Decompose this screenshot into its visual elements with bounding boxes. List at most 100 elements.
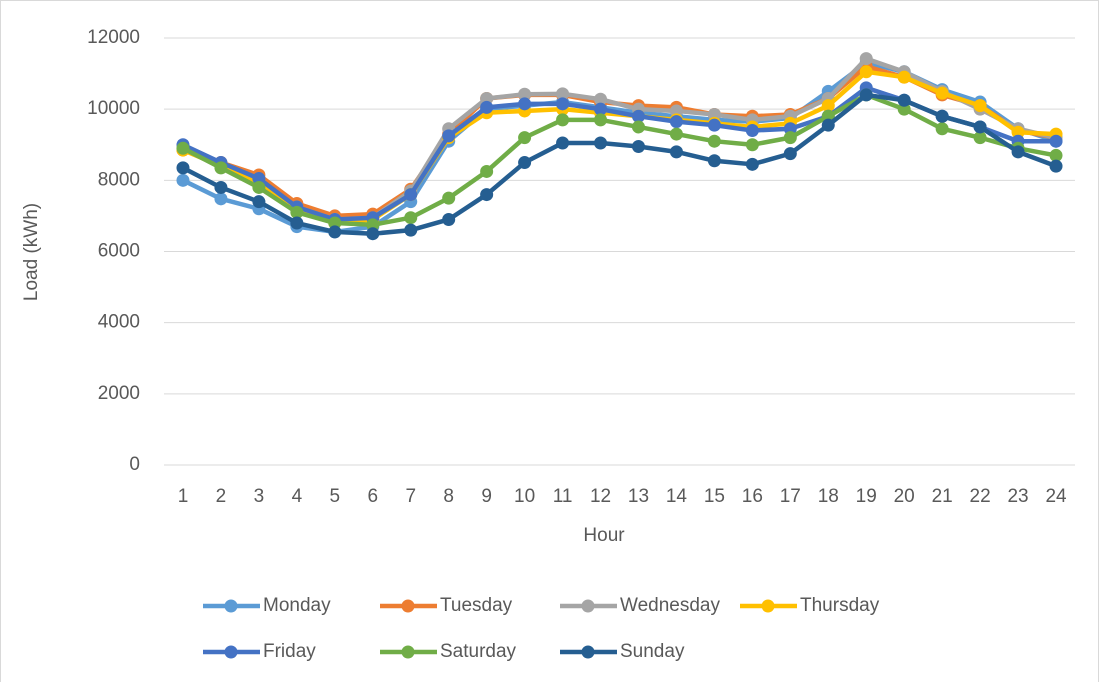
data-point <box>176 173 190 187</box>
data-point <box>252 195 266 209</box>
data-point <box>1049 159 1063 173</box>
data-point <box>897 93 911 107</box>
data-point <box>707 118 721 132</box>
data-point <box>176 161 190 175</box>
x-axis-title: Hour <box>583 525 625 546</box>
data-point <box>973 131 987 145</box>
x-tick-label: 4 <box>292 486 303 507</box>
x-tick-label: 22 <box>970 486 991 507</box>
x-tick-label: 10 <box>514 486 535 507</box>
data-point <box>859 65 873 79</box>
data-point <box>366 218 380 232</box>
series-line <box>181 92 1057 228</box>
data-point <box>973 120 987 134</box>
x-tick-label: 14 <box>666 486 688 507</box>
data-point <box>1049 134 1063 148</box>
data-point <box>707 134 721 148</box>
y-axis-title: Load (kWh) <box>21 203 42 301</box>
legend-marker <box>224 599 238 613</box>
data-point <box>404 223 418 237</box>
x-tick-label: 1 <box>178 486 189 507</box>
data-point <box>707 154 721 168</box>
legend-label: Sunday <box>620 641 685 662</box>
legend-label: Wednesday <box>620 595 720 616</box>
legend-label: Thursday <box>800 595 880 616</box>
data-point <box>594 92 608 106</box>
data-point <box>480 100 494 114</box>
x-tick-label: 18 <box>818 486 839 507</box>
x-tick-label: 23 <box>1007 486 1028 507</box>
x-tick-label: 20 <box>894 486 915 507</box>
data-point <box>404 211 418 225</box>
legend-label: Friday <box>263 641 316 662</box>
legend-label: Tuesday <box>440 595 513 616</box>
data-point <box>442 129 456 143</box>
x-tick-label: 8 <box>443 486 454 507</box>
data-point <box>745 157 759 171</box>
data-point <box>669 104 683 118</box>
data-point <box>480 164 494 178</box>
data-point <box>594 113 608 127</box>
data-point <box>669 145 683 159</box>
data-point <box>897 102 911 116</box>
x-tick-label: 21 <box>932 486 953 507</box>
data-point <box>556 87 570 101</box>
y-tick-label: 4000 <box>98 312 140 333</box>
data-point <box>176 141 190 155</box>
x-tick-label: 13 <box>628 486 649 507</box>
data-point <box>973 99 987 113</box>
data-point <box>328 216 342 230</box>
data-point <box>214 180 228 194</box>
data-point <box>214 161 228 175</box>
data-point <box>290 216 304 230</box>
x-tick-label: 19 <box>856 486 877 507</box>
data-point <box>783 147 797 161</box>
y-tick-label: 6000 <box>98 241 140 262</box>
data-point <box>442 212 456 226</box>
data-point <box>556 136 570 150</box>
data-point <box>404 188 418 202</box>
y-tick-label: 2000 <box>98 383 140 404</box>
data-point <box>290 205 304 219</box>
data-point <box>631 140 645 154</box>
data-point <box>1011 125 1025 139</box>
legend-label: Monday <box>263 595 331 616</box>
x-tick-label: 6 <box>367 486 378 507</box>
data-point <box>556 113 570 127</box>
data-point <box>442 191 456 205</box>
data-point <box>480 91 494 105</box>
y-tick-label: 8000 <box>98 169 140 190</box>
data-point <box>518 131 532 145</box>
data-point <box>631 120 645 134</box>
data-point <box>518 87 532 101</box>
data-point <box>783 131 797 145</box>
legend-label: Saturday <box>440 641 517 662</box>
data-point <box>669 115 683 129</box>
x-tick-label: 11 <box>553 486 573 507</box>
x-tick-label: 5 <box>330 486 341 507</box>
x-tick-label: 16 <box>742 486 763 507</box>
x-tick-label: 2 <box>216 486 227 507</box>
legend-marker <box>224 645 238 659</box>
y-tick-label: 10000 <box>87 98 140 119</box>
data-point <box>935 86 949 100</box>
legend-marker <box>401 599 415 613</box>
legend-marker <box>401 645 415 659</box>
y-tick-label: 12000 <box>87 27 140 48</box>
data-point <box>631 109 645 123</box>
data-point <box>480 188 494 202</box>
data-point <box>252 180 266 194</box>
data-point <box>707 108 721 122</box>
data-point <box>935 109 949 123</box>
legend-marker <box>761 599 775 613</box>
data-point <box>556 97 570 111</box>
data-point <box>897 70 911 84</box>
data-point <box>821 99 835 113</box>
y-tick-label: 0 <box>129 454 140 475</box>
x-tick-label: 24 <box>1045 486 1067 507</box>
data-point <box>669 127 683 141</box>
x-tick-label: 3 <box>254 486 265 507</box>
x-tick-label: 9 <box>481 486 492 507</box>
data-point <box>859 88 873 102</box>
